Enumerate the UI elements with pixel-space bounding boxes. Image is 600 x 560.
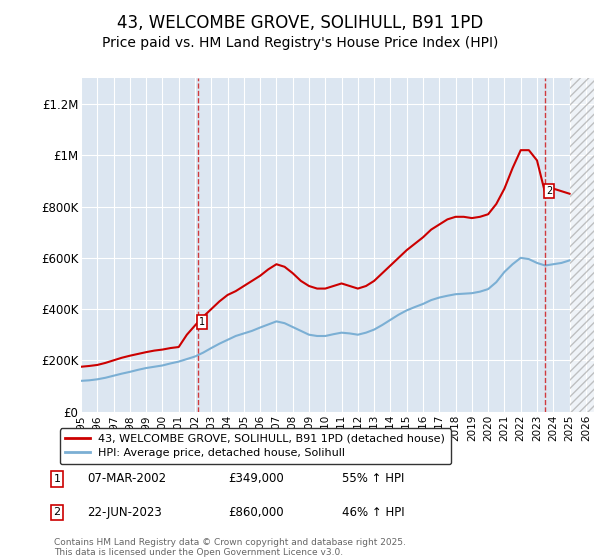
Text: 2: 2: [546, 186, 552, 196]
Text: 43, WELCOMBE GROVE, SOLIHULL, B91 1PD: 43, WELCOMBE GROVE, SOLIHULL, B91 1PD: [117, 14, 483, 32]
Legend: 43, WELCOMBE GROVE, SOLIHULL, B91 1PD (detached house), HPI: Average price, deta: 43, WELCOMBE GROVE, SOLIHULL, B91 1PD (d…: [59, 428, 451, 464]
Text: 22-JUN-2023: 22-JUN-2023: [87, 506, 162, 519]
Text: 1: 1: [53, 474, 61, 484]
Text: Price paid vs. HM Land Registry's House Price Index (HPI): Price paid vs. HM Land Registry's House …: [102, 36, 498, 50]
Bar: [569, 78, 594, 412]
Text: 1: 1: [199, 317, 205, 327]
Text: 2: 2: [53, 507, 61, 517]
Text: Contains HM Land Registry data © Crown copyright and database right 2025.
This d: Contains HM Land Registry data © Crown c…: [54, 538, 406, 557]
Text: 55% ↑ HPI: 55% ↑ HPI: [342, 472, 404, 486]
Text: 07-MAR-2002: 07-MAR-2002: [87, 472, 166, 486]
Text: £349,000: £349,000: [228, 472, 284, 486]
Bar: [569, 78, 594, 412]
Text: £860,000: £860,000: [228, 506, 284, 519]
Text: 46% ↑ HPI: 46% ↑ HPI: [342, 506, 404, 519]
